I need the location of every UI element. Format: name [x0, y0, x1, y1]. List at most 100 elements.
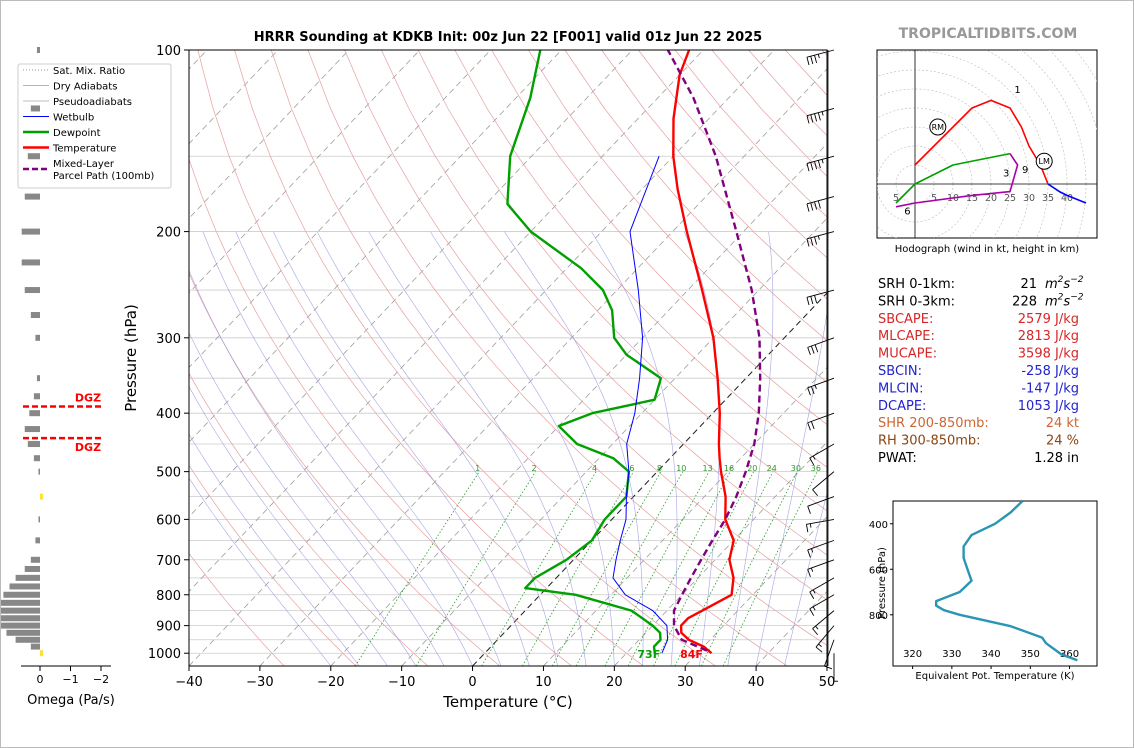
wind-barb-feather — [810, 237, 814, 246]
dry-adiabat-line — [307, 50, 827, 646]
wind-barb-half-feather — [812, 455, 816, 460]
isotherm-line — [259, 68, 827, 666]
index-label: PWAT: — [878, 451, 917, 466]
mixing-ratio-line — [575, 471, 684, 666]
dry-adiabat-line — [564, 50, 827, 341]
y-tick-label: 800 — [156, 589, 181, 604]
omega-panel: Omega (Pa/s) 0 −1 −2 DGZ DGZ — [1, 47, 115, 708]
legend-box — [17, 63, 172, 189]
index-value: 2813 J/kg — [1018, 329, 1079, 344]
y-tick-label: 500 — [156, 466, 181, 481]
y-tick-label: 200 — [156, 226, 181, 241]
omega-tick-label: −1 — [62, 673, 78, 686]
theta-e-clip — [935, 501, 1078, 662]
theta-e-y-tick-label: 400 — [869, 520, 888, 531]
x-tick-label: 0 — [468, 675, 476, 690]
hodograph-ring-label: 25 — [1004, 193, 1016, 204]
omega-bar — [38, 516, 40, 523]
legend-label: Sat. Mix. Ratio — [53, 66, 125, 77]
wind-barb-half-feather — [812, 606, 816, 611]
theta-e-x-tick-label: 340 — [982, 649, 1001, 660]
omega-bar — [36, 47, 40, 53]
legend-label-line: Dewpoint — [53, 128, 101, 139]
wind-barb-feather — [810, 56, 814, 65]
storm-motion-label: RM — [932, 123, 945, 132]
wind-barb-staff — [809, 443, 835, 459]
mixing-ratio-line — [722, 471, 818, 666]
unit-superscript: 2 — [1058, 292, 1064, 302]
index-label: SBCAPE: — [878, 312, 933, 327]
pseudoadiabat-line — [727, 231, 774, 666]
legend-label-line: Dry Adiabats — [53, 82, 117, 93]
wind-barb-feather — [824, 665, 833, 670]
hodograph-ring-label: 35 — [1042, 193, 1054, 204]
dry-adiabat-line — [270, 50, 788, 666]
wind-barb-half-feather — [821, 111, 824, 116]
theta-e-x-tick-label: 360 — [1060, 649, 1079, 660]
chart-title: HRRR Sounding at KDKB Init: 00z Jun 22 [… — [254, 30, 762, 45]
legend-label-line: Sat. Mix. Ratio — [53, 66, 125, 77]
skewt-axes: Temperature (°C) Pressure (hPa) −40 −30 −2… — [122, 44, 835, 711]
omega-bar — [27, 441, 40, 448]
x-tick-label: 30 — [677, 675, 694, 690]
omega-bar — [30, 556, 40, 563]
theta-e-panel: Equivalent Pot. Temperature (K) Pressure… — [869, 500, 1098, 682]
index-value: 21 — [1020, 277, 1037, 292]
mixing-ratio-label: 30 — [791, 464, 801, 473]
wind-barb-feather — [810, 345, 815, 354]
mixing-ratio-label: 6 — [629, 464, 634, 473]
hodograph-ring-label: 40 — [1061, 193, 1073, 204]
site-watermark: TROPICALTIDBITS.COM — [899, 26, 1078, 42]
omega-bar — [9, 583, 40, 590]
wind-barb-feather — [810, 162, 814, 171]
omega-bar — [30, 643, 40, 650]
index-label: MLCIN: — [878, 381, 923, 396]
skewt-frame — [188, 49, 828, 667]
mixing-ratio-label: 16 — [724, 464, 734, 473]
isotherm-line — [189, 50, 562, 443]
wind-barb-staff — [806, 518, 835, 525]
storm-motion-marker — [1035, 152, 1053, 170]
index-label: SBCIN: — [878, 364, 922, 379]
wind-barb-feather — [810, 296, 814, 305]
x-tick-label: 40 — [748, 675, 765, 690]
mixing-ratio-line — [415, 471, 536, 666]
wind-barb-half-feather — [814, 384, 817, 389]
background-clip — [189, 50, 827, 666]
mixing-ratio-label: 20 — [747, 464, 757, 473]
y-tick-label: 600 — [156, 513, 181, 528]
hodograph-ring-label: 20 — [985, 193, 997, 204]
wind-barb-feather — [806, 115, 810, 124]
mixing-ratio-label: 8 — [657, 464, 662, 473]
hodograph-height-label: 3 — [1003, 169, 1009, 180]
hodograph-height-label: 1 — [1014, 85, 1020, 96]
wind-barb-staff — [807, 412, 835, 424]
x-tick-label: 10 — [535, 675, 552, 690]
dry-adiabat-line — [344, 50, 827, 601]
wind-barb-half-feather — [815, 625, 819, 630]
y-tick-label: 900 — [156, 620, 181, 635]
wind-barb-feather — [807, 549, 811, 558]
wind-barb-half-feather — [817, 235, 820, 240]
unit-base: m — [1045, 294, 1058, 309]
wind-barb-feather — [806, 163, 810, 172]
y-tick-label: 400 — [156, 407, 181, 422]
isotherm-line — [189, 50, 775, 666]
wind-barb-feather — [814, 295, 818, 304]
x-tick-label: −30 — [246, 675, 273, 690]
pseudoadiabat-line — [273, 231, 530, 666]
hodograph-ring-label: 15 — [966, 193, 978, 204]
index-label: DCAPE: — [878, 399, 926, 414]
index-label: MUCAPE: — [878, 347, 937, 362]
unit-base: m — [1045, 277, 1058, 292]
index-value: 24 % — [1046, 434, 1079, 449]
wind-barb-feather — [812, 628, 819, 636]
isotherm-line — [614, 441, 827, 666]
isotherm-line — [189, 50, 704, 592]
hodograph-height-label: 9 — [1022, 165, 1028, 176]
unit-superscript: −2 — [1070, 292, 1084, 302]
wind-barb-feather — [814, 236, 818, 245]
plot-frame — [188, 49, 828, 667]
